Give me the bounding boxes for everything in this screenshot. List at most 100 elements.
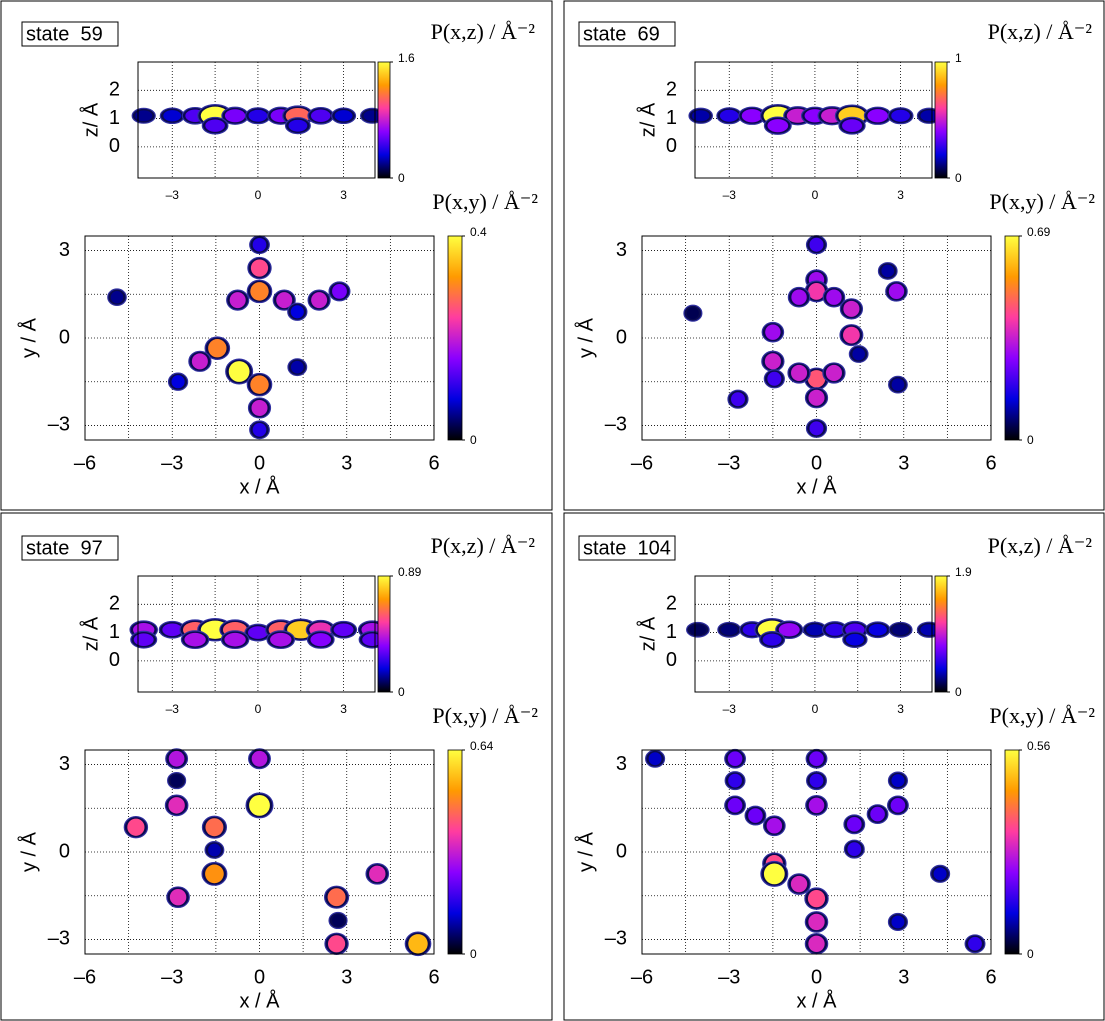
colorbar-tick-label: 0 bbox=[1027, 947, 1034, 961]
density-peak bbox=[288, 119, 308, 132]
x-tick-label: 0 bbox=[254, 452, 265, 474]
density-peak bbox=[250, 259, 269, 277]
colorbar bbox=[1004, 749, 1020, 955]
density-peak bbox=[809, 773, 824, 788]
x-tick-label: 0 bbox=[254, 966, 265, 988]
panel-border bbox=[0, 0, 553, 511]
density-peak bbox=[251, 750, 268, 767]
colorbar-title: P(x,y) / Å⁻² bbox=[989, 189, 1095, 214]
density-peak bbox=[842, 119, 863, 133]
density-peak bbox=[778, 623, 800, 637]
density-peak bbox=[807, 370, 826, 388]
xz-chart: –3 0 3 0 1 2 0 1.6 P(x,z) / Å⁻² z/ Å state 59 bbox=[21, 19, 535, 202]
y-axis-label: y / Å bbox=[17, 831, 40, 872]
density-peak bbox=[920, 110, 938, 122]
density-peak bbox=[169, 888, 187, 906]
colorbar-tick-label: 0 bbox=[955, 685, 962, 699]
density-peak bbox=[920, 624, 938, 636]
density-peak bbox=[791, 364, 808, 382]
colorbar bbox=[1004, 235, 1020, 441]
density-peak bbox=[790, 875, 808, 893]
x-tick-label: 3 bbox=[897, 188, 904, 202]
density-peak bbox=[809, 237, 824, 252]
y-tick-label: –3 bbox=[605, 928, 627, 950]
colorbar-title: P(x,y) / Å⁻² bbox=[989, 703, 1095, 728]
density-peak bbox=[369, 865, 386, 883]
density-peak bbox=[170, 774, 183, 787]
state-label: state 97 bbox=[26, 537, 103, 559]
density-peak bbox=[891, 774, 905, 788]
density-peak bbox=[968, 936, 982, 951]
density-peak bbox=[767, 119, 789, 133]
x-tick-label: 3 bbox=[898, 966, 909, 988]
x-tick-label: –6 bbox=[74, 452, 96, 474]
density-peak bbox=[408, 934, 428, 954]
density-peak bbox=[208, 339, 227, 358]
density-peak bbox=[110, 291, 124, 304]
colorbar-title: P(x,y) / Å⁻² bbox=[432, 703, 538, 728]
x-tick-label: 3 bbox=[898, 452, 909, 474]
colorbar-title: P(x,z) / Å⁻² bbox=[431, 533, 536, 558]
density-peak bbox=[826, 289, 842, 305]
density-peak bbox=[290, 305, 304, 319]
y-axis-label: z/ Å bbox=[79, 102, 102, 137]
density-peak bbox=[191, 353, 208, 370]
y-tick-label: 0 bbox=[616, 840, 627, 862]
density-peak bbox=[205, 119, 225, 132]
colorbar-tick-label: 0.56 bbox=[1027, 739, 1051, 753]
colorbar-title: P(x,y) / Å⁻² bbox=[432, 189, 538, 214]
colorbar-tick-label: 0 bbox=[955, 171, 962, 185]
colorbar bbox=[934, 575, 948, 693]
density-peak bbox=[843, 300, 860, 317]
density-peak bbox=[133, 633, 154, 646]
blobs bbox=[645, 748, 986, 955]
y-tick-label: 0 bbox=[666, 649, 677, 671]
y-tick-label: 2 bbox=[109, 593, 120, 615]
density-peak bbox=[852, 347, 865, 361]
density-peak bbox=[727, 798, 743, 813]
y-tick-label: 0 bbox=[666, 135, 677, 157]
x-tick-label: 0 bbox=[255, 188, 262, 202]
y-tick-label: –3 bbox=[48, 414, 70, 436]
colorbar-tick-label: 0 bbox=[470, 433, 477, 447]
density-peak bbox=[228, 361, 250, 382]
x-tick-label: –6 bbox=[631, 966, 653, 988]
density-peak bbox=[809, 421, 824, 436]
density-peak bbox=[251, 399, 268, 416]
x-tick-label: 0 bbox=[811, 452, 822, 474]
state-label: state 69 bbox=[583, 23, 660, 45]
state-label-box bbox=[578, 535, 676, 561]
density-peak bbox=[171, 375, 185, 389]
density-peak bbox=[689, 624, 707, 635]
x-tick-label: –3 bbox=[718, 966, 740, 988]
density-peak bbox=[252, 423, 267, 437]
x-tick-label: –3 bbox=[723, 188, 737, 202]
density-peak bbox=[847, 842, 862, 856]
y-tick-label: 2 bbox=[666, 79, 677, 101]
density-peak bbox=[250, 375, 269, 394]
density-peak bbox=[933, 867, 947, 881]
colorbar bbox=[934, 61, 948, 179]
density-peak bbox=[763, 863, 785, 885]
density-peak bbox=[692, 110, 710, 122]
blobs bbox=[683, 235, 908, 438]
blobs bbox=[686, 618, 942, 649]
density-peak bbox=[867, 109, 889, 123]
density-peak bbox=[224, 109, 246, 123]
colorbar-title: P(x,z) / Å⁻² bbox=[988, 19, 1093, 44]
density-peak bbox=[808, 935, 825, 952]
y-tick-label: 3 bbox=[616, 753, 627, 775]
density-peak bbox=[327, 935, 346, 953]
x-tick-label: 3 bbox=[341, 452, 352, 474]
colorbar-title: P(x,z) / Å⁻² bbox=[988, 533, 1093, 558]
density-peak bbox=[248, 109, 268, 122]
density-peak bbox=[720, 624, 738, 636]
density-peak bbox=[135, 110, 153, 122]
x-tick-label: –3 bbox=[718, 452, 740, 474]
density-peak bbox=[163, 110, 182, 122]
density-peak bbox=[728, 773, 742, 788]
state-label-box bbox=[578, 21, 676, 47]
density-peak bbox=[825, 623, 845, 636]
density-peak bbox=[168, 797, 185, 814]
